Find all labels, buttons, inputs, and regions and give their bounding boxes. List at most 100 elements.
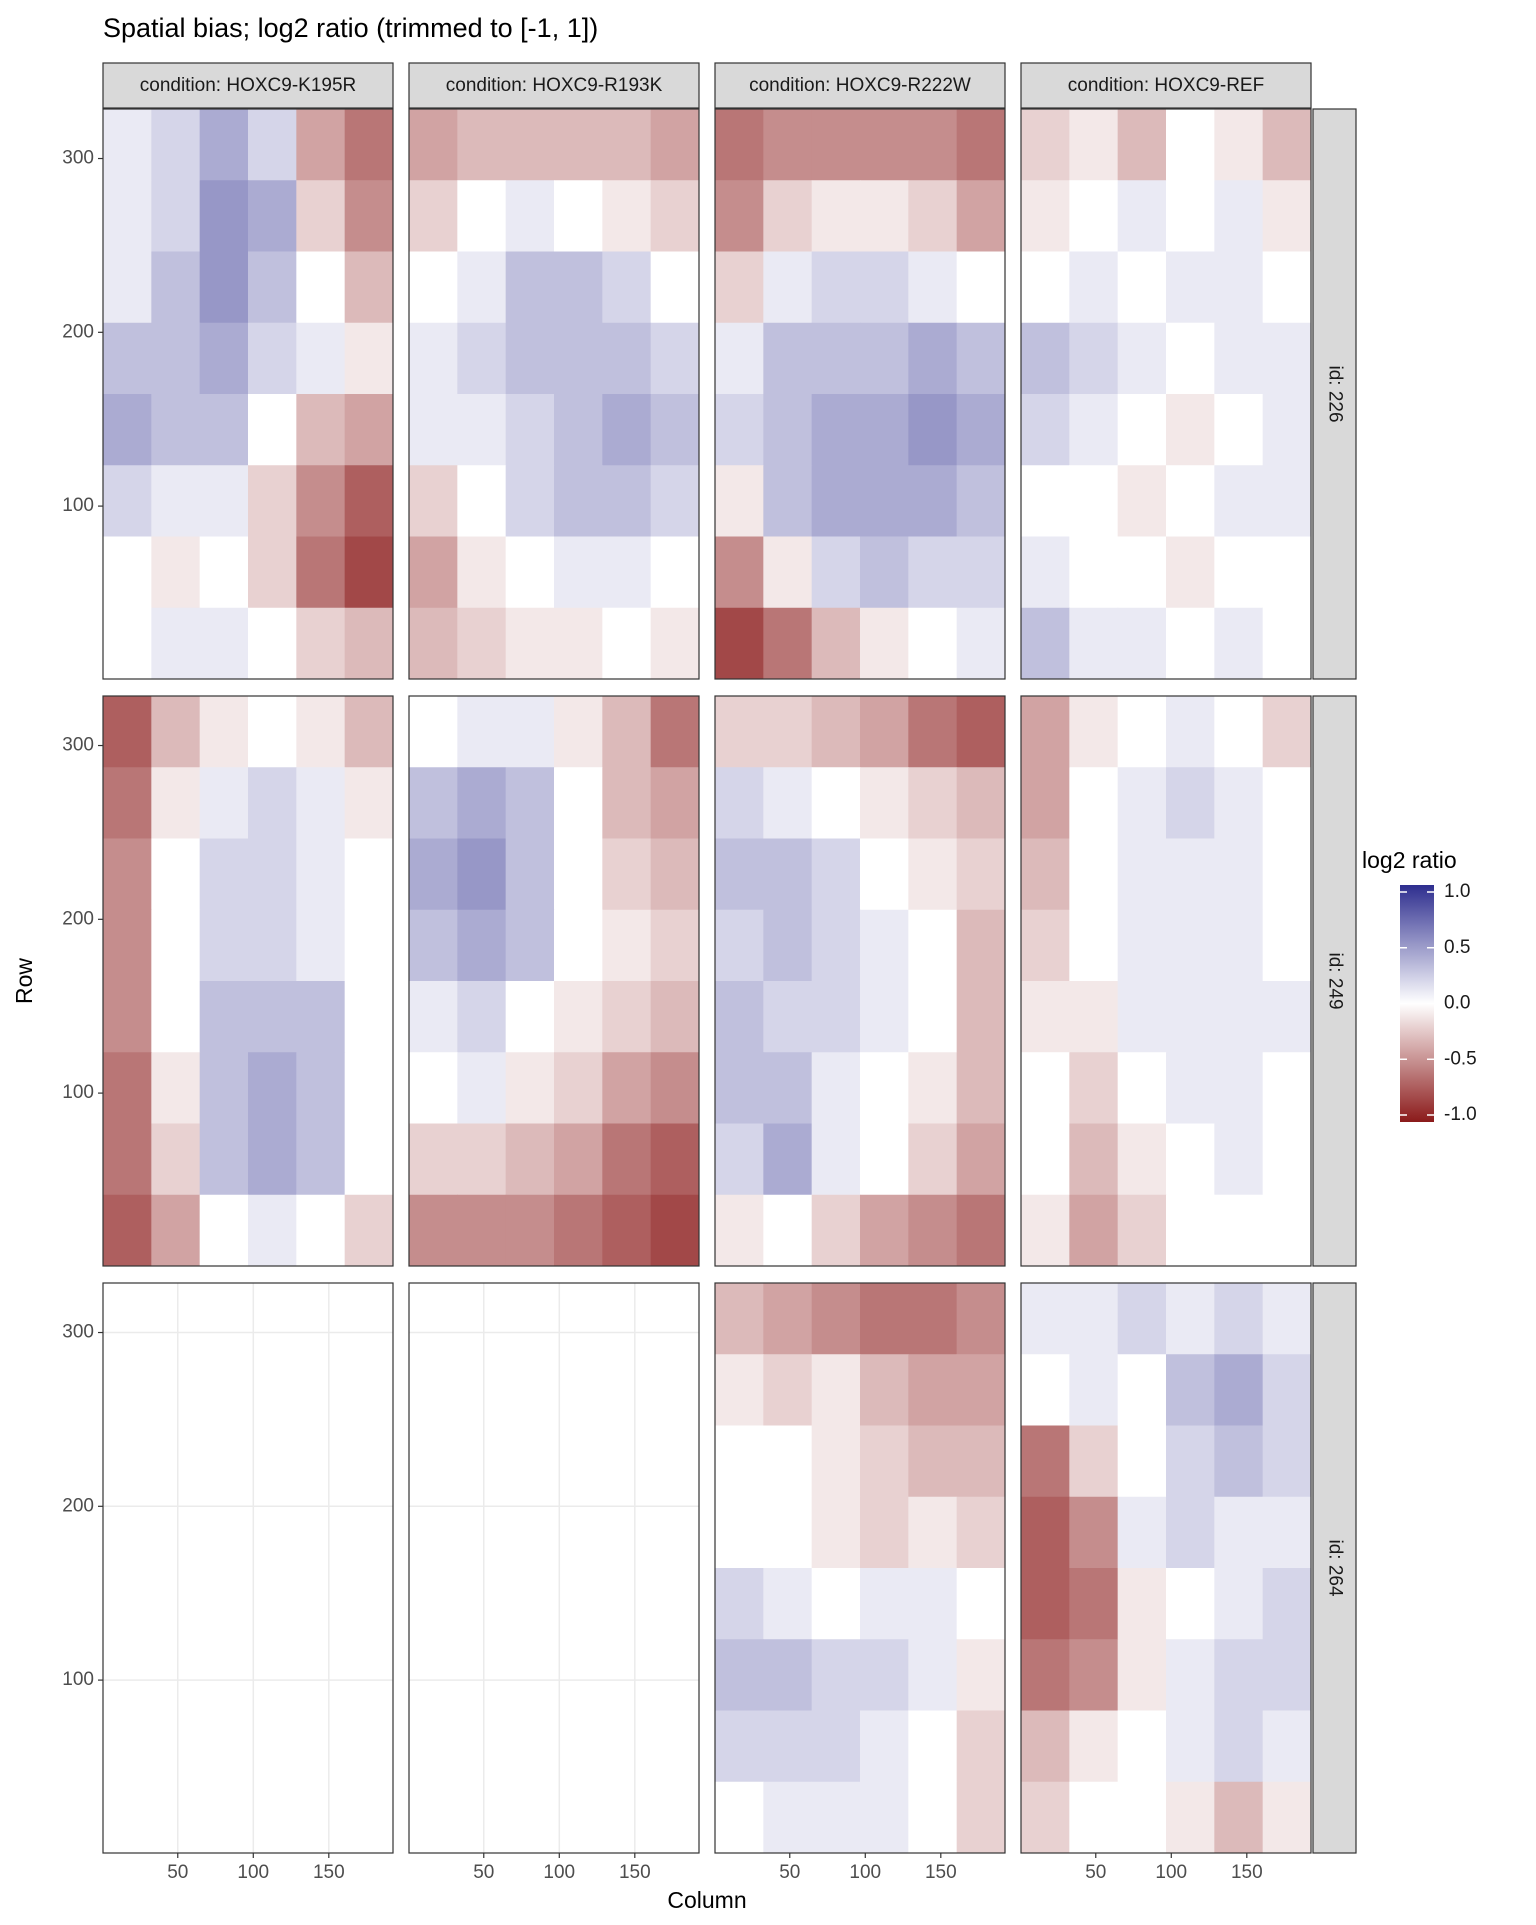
heat-cell (296, 838, 346, 911)
heat-cell (1166, 251, 1215, 324)
heat-cell (860, 1568, 909, 1640)
heat-cell (103, 767, 152, 839)
legend-tick-label: 0.5 (1444, 937, 1470, 958)
heat-cell (1214, 696, 1264, 768)
x-tick-label: 100 (849, 1862, 881, 1883)
heat-cell (908, 1052, 958, 1124)
heat-cell (715, 109, 764, 181)
heat-cell (554, 109, 603, 181)
heat-cell (248, 767, 297, 839)
heat-cell (103, 1123, 152, 1196)
heat-cell (296, 1123, 346, 1196)
heat-cell (409, 322, 458, 395)
heat-cell (248, 1194, 297, 1267)
heat-cell (199, 394, 249, 466)
heat-cell (1117, 909, 1167, 982)
heat-cell (602, 696, 652, 768)
heat-cell (650, 909, 700, 982)
heat-cell (103, 180, 152, 252)
heat-cell (1214, 1781, 1264, 1854)
panel-background (409, 1283, 699, 1853)
heat-cell (1117, 1639, 1167, 1711)
heat-cell (908, 767, 958, 839)
heat-cell (1262, 981, 1312, 1053)
heat-cell (860, 465, 909, 537)
heat-cell (344, 394, 394, 466)
heat-cell (1166, 1283, 1215, 1355)
heat-cell (199, 909, 249, 982)
heat-cell (1262, 1639, 1312, 1711)
heat-cell (956, 767, 1006, 839)
heat-cell (860, 109, 909, 181)
heat-cell (1117, 322, 1167, 395)
heat-cell (715, 838, 764, 911)
heat-cell (763, 838, 813, 911)
heat-cell (1262, 1123, 1312, 1196)
heat-cell (1166, 838, 1215, 911)
heat-cell (811, 1781, 861, 1854)
heat-cell (1166, 1496, 1215, 1569)
heat-cell (409, 394, 458, 466)
heat-cell (151, 322, 201, 395)
heat-cell (505, 251, 555, 324)
heat-cell (1117, 394, 1167, 466)
heat-cell (1166, 981, 1215, 1053)
heat-cell (602, 251, 652, 324)
heat-cell (860, 251, 909, 324)
y-tick-label: 300 (62, 1322, 94, 1343)
heat-cell (1021, 109, 1070, 181)
heat-cell (602, 394, 652, 466)
heat-cell (103, 838, 152, 911)
heat-cell (811, 696, 861, 768)
heat-cell (296, 536, 346, 609)
heat-cell (554, 767, 603, 839)
heat-cell (1117, 838, 1167, 911)
heat-cell (1214, 1283, 1264, 1355)
heat-cell (505, 465, 555, 537)
heat-cell (602, 322, 652, 395)
y-tick-label: 300 (62, 148, 94, 169)
heat-cell (554, 607, 603, 680)
heat-cell (1069, 322, 1119, 395)
heat-cell (1262, 1710, 1312, 1783)
heat-cell (151, 536, 201, 609)
heat-cell (457, 251, 507, 324)
heat-cell (103, 1052, 152, 1124)
heat-cell (505, 838, 555, 911)
heat-cell (1262, 251, 1312, 324)
heat-cell (248, 536, 297, 609)
heat-cell (1214, 1710, 1264, 1783)
panel-border (1020, 695, 1312, 1267)
heat-cell (602, 607, 652, 680)
heat-cell (1214, 1123, 1264, 1196)
heat-cell (1069, 1568, 1119, 1640)
heat-cell (199, 322, 249, 395)
heat-cell (908, 536, 958, 609)
heat-cell (296, 322, 346, 395)
heat-cell (811, 1123, 861, 1196)
heat-cell (956, 696, 1006, 768)
heat-cell (1166, 322, 1215, 395)
heat-cell (409, 1194, 458, 1267)
heat-cell (908, 322, 958, 395)
heat-cell (1069, 536, 1119, 609)
heat-cell (1214, 1194, 1264, 1267)
y-tick-label: 100 (62, 1082, 94, 1103)
heat-cell (1069, 1052, 1119, 1124)
heat-cell (505, 322, 555, 395)
heat-cell (715, 1194, 764, 1267)
heat-cell (344, 251, 394, 324)
heat-cell (1069, 109, 1119, 181)
heat-cell (296, 465, 346, 537)
heat-cell (1069, 1283, 1119, 1355)
heat-cell (1021, 1425, 1070, 1498)
heat-cell (248, 180, 297, 252)
panel-border (1020, 108, 1312, 680)
heat-cell (1262, 1194, 1312, 1267)
heat-cell (1021, 1283, 1070, 1355)
heat-cell (908, 1639, 958, 1711)
heat-cell (860, 536, 909, 609)
heat-cell (505, 180, 555, 252)
heat-cell (956, 838, 1006, 911)
heat-cell (1021, 1123, 1070, 1196)
